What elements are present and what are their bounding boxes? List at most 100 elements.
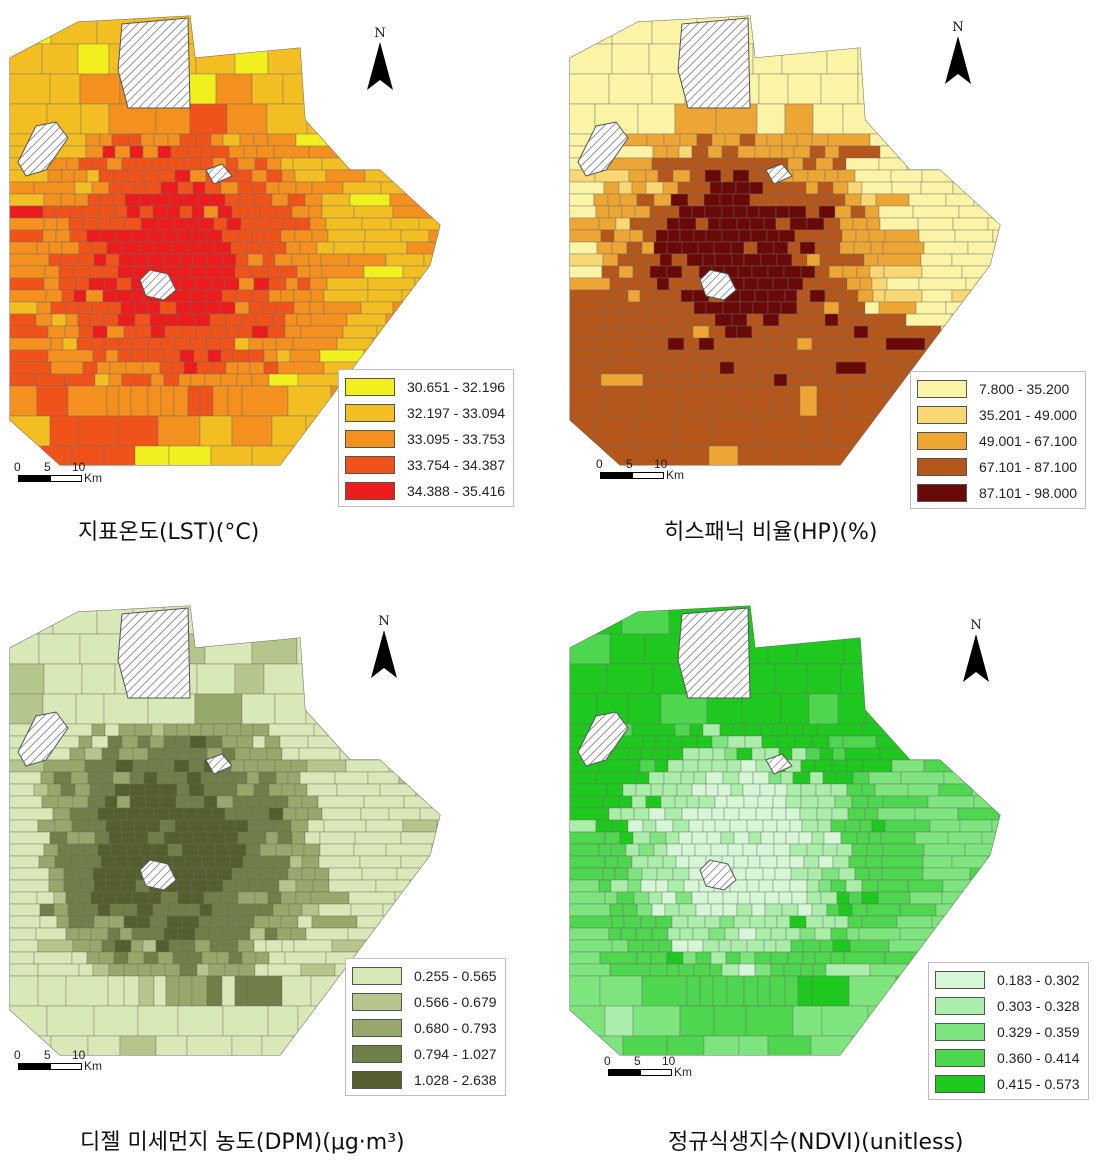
census-tract [200,145,214,159]
census-tract [861,181,893,195]
census-tract [10,349,49,363]
census-tract [68,217,84,231]
excluded-area [765,753,793,775]
census-tract [595,819,614,833]
legend-swatch [352,1071,402,1089]
census-tract [319,843,355,857]
census-tract [390,735,439,749]
census-tract [682,157,701,171]
census-tract [691,783,707,797]
census-tract [275,771,289,785]
census-tract [810,445,851,465]
census-tract [640,915,657,929]
census-tract [361,867,398,881]
census-tract [666,241,683,255]
scale-tick: 5 [44,460,51,474]
census-tract [328,867,363,881]
census-tract [786,373,802,387]
census-tract [205,735,223,749]
census-tract [10,831,51,845]
census-tract [997,253,1000,267]
census-tract [425,891,440,905]
census-tract [744,373,761,387]
census-tract [747,361,762,375]
census-tract [105,879,122,893]
census-tract [287,795,303,809]
census-tract [10,915,41,929]
census-tract [722,301,741,315]
census-tract [10,975,39,1007]
census-tract [78,963,94,977]
census-tract [866,843,884,857]
census-tract [183,157,202,171]
census-tract [226,723,242,737]
census-tract [61,169,75,183]
census-tract [428,229,440,243]
census-tract [130,939,144,953]
census-tract [291,253,310,267]
census-tract [297,1005,346,1037]
census-tract [77,253,95,267]
census-tract [761,735,779,749]
legend-label: 0.329 - 0.359 [997,1024,1080,1040]
census-tract [888,606,932,635]
census-tract [800,783,817,797]
census-tract [787,385,801,417]
census-tract [823,301,840,315]
census-tract [396,867,427,881]
census-tract [647,253,661,267]
census-tract [858,927,901,941]
census-tract [10,939,39,953]
census-tract [207,879,224,893]
census-tract [190,265,206,279]
census-tract [273,145,310,159]
census-tract [210,133,224,147]
census-tract [385,253,425,267]
census-tract [246,867,260,881]
census-tract [385,723,432,737]
census-tract [68,915,83,929]
census-tract [762,819,778,833]
census-tract [681,735,698,749]
census-tract [321,807,362,821]
map-panel-dpm: N 0.255 - 0.565 0.566 - 0.679 0.680 - 0.… [0,590,540,1155]
census-tract [107,975,125,1007]
census-tract [570,633,611,665]
census-tract [293,939,333,953]
census-tract [267,963,302,977]
census-tract [135,157,153,171]
census-tract [767,289,786,303]
census-tract [951,253,999,267]
excluded-area [677,17,751,109]
census-tract [611,16,653,45]
census-tract [287,771,301,785]
census-tract [254,157,268,171]
census-tract [10,783,35,797]
census-tract [732,723,747,737]
census-tract [140,217,159,231]
census-tract [644,385,682,417]
census-tract [927,349,957,363]
census-tract [764,915,778,929]
census-tract [118,723,136,737]
census-tract [177,927,196,941]
census-tract [168,903,187,917]
census-tract [216,795,234,809]
census-tract [434,265,440,279]
census-tract [321,157,352,171]
census-tract [719,915,735,929]
census-tract [830,783,848,797]
census-tract [81,663,116,695]
census-tract [133,373,152,387]
census-tract [87,771,101,785]
census-tract [372,337,403,351]
census-tract [807,313,826,327]
census-tract [641,217,655,231]
census-tract [311,181,344,195]
census-tract [719,217,738,231]
census-tract [846,277,861,291]
census-tract [10,181,35,195]
census-tract [956,759,1000,773]
census-tract [811,903,828,917]
census-tract [679,927,694,941]
